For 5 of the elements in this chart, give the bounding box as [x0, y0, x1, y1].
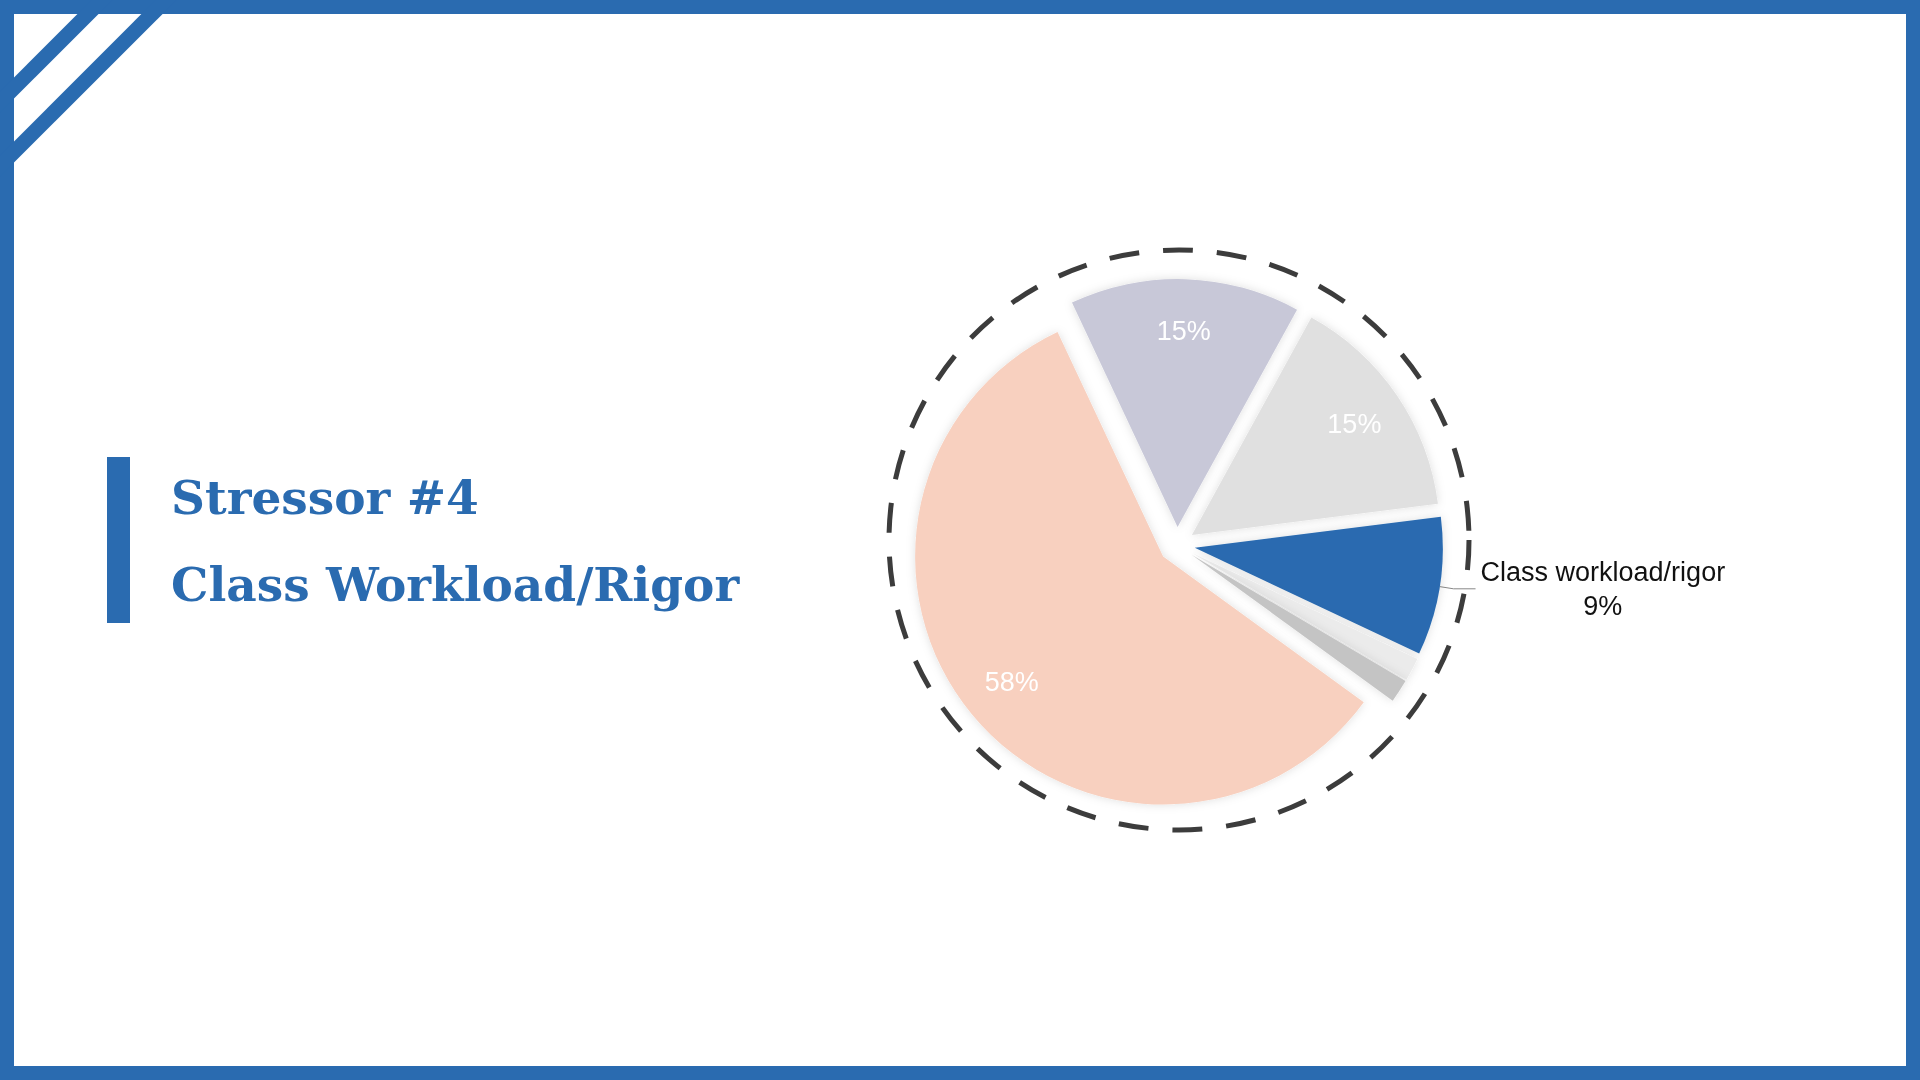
text: Class Workload/Rigor: [171, 556, 740, 614]
data-label: 58%: [984, 666, 1039, 697]
text: Stressor #4: [171, 469, 479, 527]
data-label: 9%: [1583, 590, 1623, 621]
slice-label: Class workload/rigor: [1480, 556, 1726, 587]
